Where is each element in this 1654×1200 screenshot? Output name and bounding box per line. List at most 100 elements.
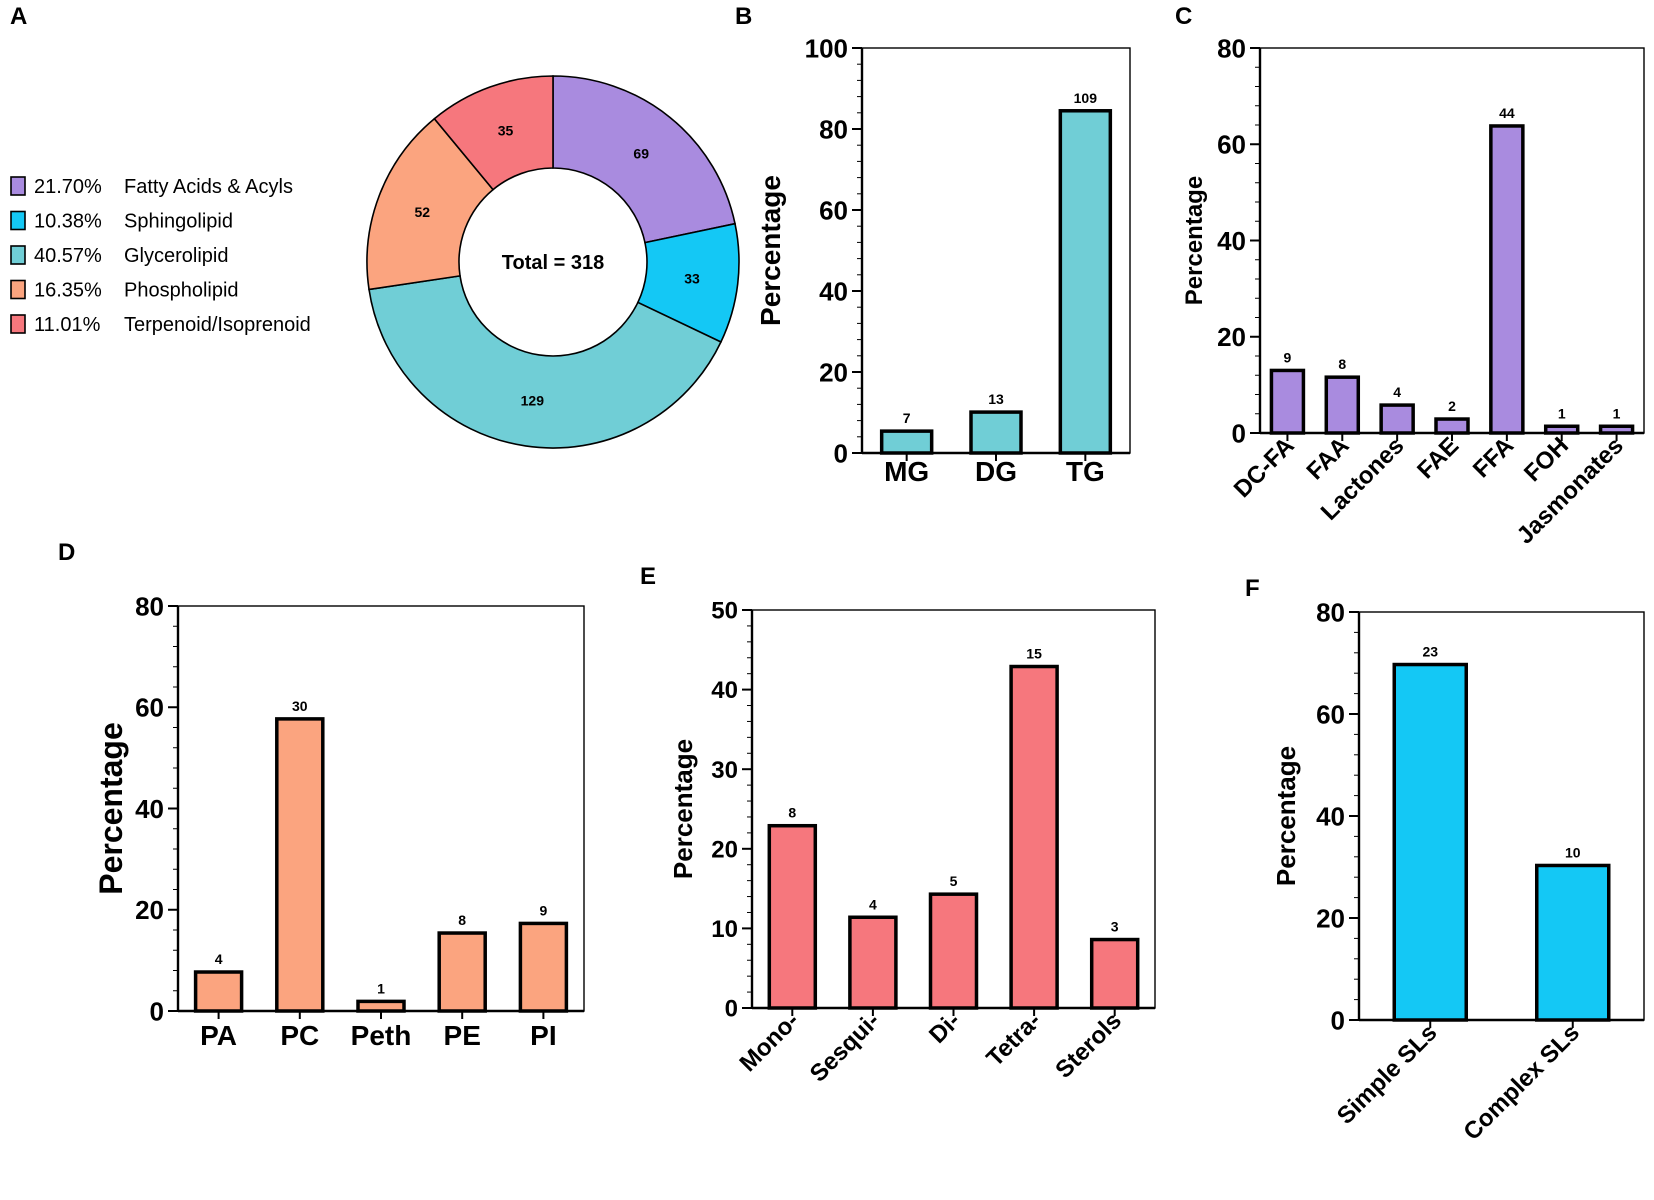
panel-e-y-tick-label-3: 30 (711, 757, 738, 784)
panel-e-category-label-3: Di- (924, 1007, 966, 1049)
panel-d-bar-count-label-3: 1 (377, 980, 385, 996)
panel-d-bar-3 (356, 999, 406, 1013)
panel-c-y-axis-title: Percentage (1181, 176, 1208, 305)
panel-c-y-tick-label-0: 0 (1232, 418, 1246, 448)
panel-c-bar-count-label-4: 2 (1448, 398, 1456, 414)
panel-b-bar-count-label-3: 109 (1074, 90, 1098, 106)
panel-d-bar-chart: 0 20 40 60 80 Percentage 4 PA 30 PC 1 Peth 8 PE 9 PI (93, 591, 585, 1051)
panel-b-bar-2 (969, 410, 1023, 455)
panel-c-category-label-5: FFA (1468, 432, 1519, 483)
donut-slice-3 (368, 274, 722, 449)
panel-e-y-tick-label-2: 20 (711, 836, 738, 863)
legend-label-3: Glycerolipid (124, 245, 228, 267)
donut-slice-5 (433, 75, 554, 191)
panel-b-bar-count-label-1: 7 (903, 410, 911, 426)
legend-label-4: Phospholipid (124, 280, 239, 302)
panel-d-bar-count-label-2: 30 (292, 698, 308, 714)
donut-slice-label-2: 33 (684, 271, 700, 287)
legend-label-2: Sphingolipid (124, 211, 233, 233)
panel-letter-a: A (10, 3, 27, 30)
panel-c-y-tick-label-2: 40 (1217, 226, 1246, 256)
panel-e-y-tick-label-1: 10 (711, 916, 738, 943)
panel-d-y-tick-label-0: 0 (150, 996, 164, 1026)
panel-c-bar-count-label-1: 9 (1284, 349, 1292, 365)
panel-c-y-tick-label-3: 60 (1217, 130, 1246, 160)
legend-swatch-4 (10, 279, 26, 300)
panel-c-y-tick-label-1: 20 (1217, 322, 1246, 352)
panel-f-y-tick-label-1: 20 (1316, 903, 1345, 933)
panel-f-y-tick-label-3: 60 (1316, 699, 1345, 729)
panel-c-bar-count-label-6: 1 (1558, 405, 1566, 421)
panel-f-bar-count-label-2: 10 (1565, 844, 1581, 860)
panel-b-y-tick-label-4: 80 (819, 114, 848, 144)
legend-percent-1: 21.70% (34, 176, 102, 198)
panel-e-bar-2 (848, 915, 898, 1010)
donut-slice-label-3: 129 (521, 392, 545, 408)
panel-d-bar-5 (518, 921, 569, 1013)
panel-c-bar-count-label-2: 8 (1338, 356, 1346, 372)
panel-c-bar-6 (1543, 424, 1580, 435)
panel-c-bar-2 (1324, 375, 1361, 435)
donut-slice-label-1: 69 (633, 145, 649, 161)
panel-d-category-label-4: PE (444, 1020, 481, 1051)
panel-f-bar-2 (1535, 863, 1611, 1022)
panel-b-bar-chart: 0 20 40 60 80 100 Percentage 7 MG 13 DG 109 TG (755, 33, 1131, 487)
panel-e-category-label-5: Sterols (1050, 1007, 1127, 1084)
legend-swatch-1 (10, 176, 26, 196)
panel-f-y-tick-label-4: 80 (1316, 597, 1345, 627)
panel-b-y-tick-label-5: 100 (805, 33, 848, 63)
donut-center-label: Total = 318 (502, 252, 604, 274)
panel-b-bar-count-label-2: 13 (988, 391, 1004, 407)
panel-letter-d: D (58, 539, 75, 566)
panel-d-bar-4 (437, 931, 487, 1013)
legend-percent-5: 11.01% (34, 314, 101, 336)
panel-b-y-axis-title: Percentage (755, 175, 786, 326)
panel-d-category-label-5: PI (530, 1020, 556, 1051)
panel-e-bar-count-label-4: 15 (1026, 646, 1042, 662)
panel-d-category-label-1: PA (200, 1020, 237, 1051)
panel-d-y-tick-label-4: 80 (135, 591, 164, 621)
panel-b-category-label-2: DG (975, 456, 1017, 487)
panel-f-y-tick-label-0: 0 (1331, 1005, 1345, 1035)
panel-b-y-tick-label-1: 20 (819, 357, 848, 387)
panel-letter-b: B (735, 3, 752, 30)
panel-letter-f: F (1245, 575, 1260, 602)
panel-f-y-tick-label-2: 40 (1316, 801, 1345, 831)
legend-swatch-3 (10, 245, 26, 265)
panel-e-y-tick-label-0: 0 (725, 996, 738, 1023)
panel-b-y-tick-label-0: 0 (834, 438, 848, 468)
panel-c-category-label-4: FAE (1412, 432, 1464, 484)
panel-e-bar-3 (928, 892, 979, 1010)
panel-f-bar-chart: 0 20 40 60 80 Percentage 23 Simple SLs 10 Complex… (1271, 597, 1645, 1146)
panel-b-category-label-1: MG (884, 456, 929, 487)
panel-e-bar-4 (1009, 664, 1059, 1010)
legend-label-5: Terpenoid/Isoprenoid (124, 314, 311, 336)
panel-f-category-label-1: Simple SLs (1332, 1019, 1443, 1130)
legend-swatch-2 (10, 210, 26, 231)
panel-e-category-label-1: Mono- (735, 1007, 805, 1077)
panel-d-bar-count-label-5: 9 (540, 902, 548, 918)
panel-e-y-tick-label-5: 50 (711, 598, 738, 625)
panel-f-bar-count-label-1: 23 (1422, 644, 1438, 660)
panel-b-bar-3 (1058, 109, 1113, 455)
panel-d-bar-2 (275, 717, 325, 1013)
panel-c-bar-count-label-7: 1 (1613, 405, 1621, 421)
panel-e-bar-chart: 0 10 20 30 40 50 Percentage 8 Mono- 4 Sesqui- 5 Di- 1… (668, 598, 1156, 1088)
panel-d-y-tick-label-1: 20 (135, 895, 164, 925)
panel-letter-c: C (1175, 3, 1192, 30)
panel-f-y-axis-title: Percentage (1271, 746, 1301, 886)
panel-d-y-tick-label-3: 60 (135, 693, 164, 723)
panel-d-bar-count-label-1: 4 (215, 951, 223, 967)
panel-c-plot-frame (1259, 47, 1645, 434)
panel-c-bar-1 (1269, 368, 1306, 435)
panel-d-y-axis-title: Percentage (93, 722, 129, 895)
panel-e-bar-count-label-2: 4 (869, 896, 877, 912)
panel-a-donut-chart: 69 33 129 52 35 Total = 318 21.70% Fatty Acids … (10, 75, 740, 449)
donut-slice-label-5: 35 (498, 122, 514, 138)
donut-slice-4 (366, 117, 495, 291)
panel-c-bar-chart: 020406080Percentage9DC-FA8FAA4Lactones2F… (1181, 33, 1645, 549)
panel-e-bar-count-label-1: 8 (788, 805, 796, 821)
panel-e-bar-count-label-3: 5 (950, 873, 958, 889)
panel-c-bar-3 (1379, 403, 1415, 435)
